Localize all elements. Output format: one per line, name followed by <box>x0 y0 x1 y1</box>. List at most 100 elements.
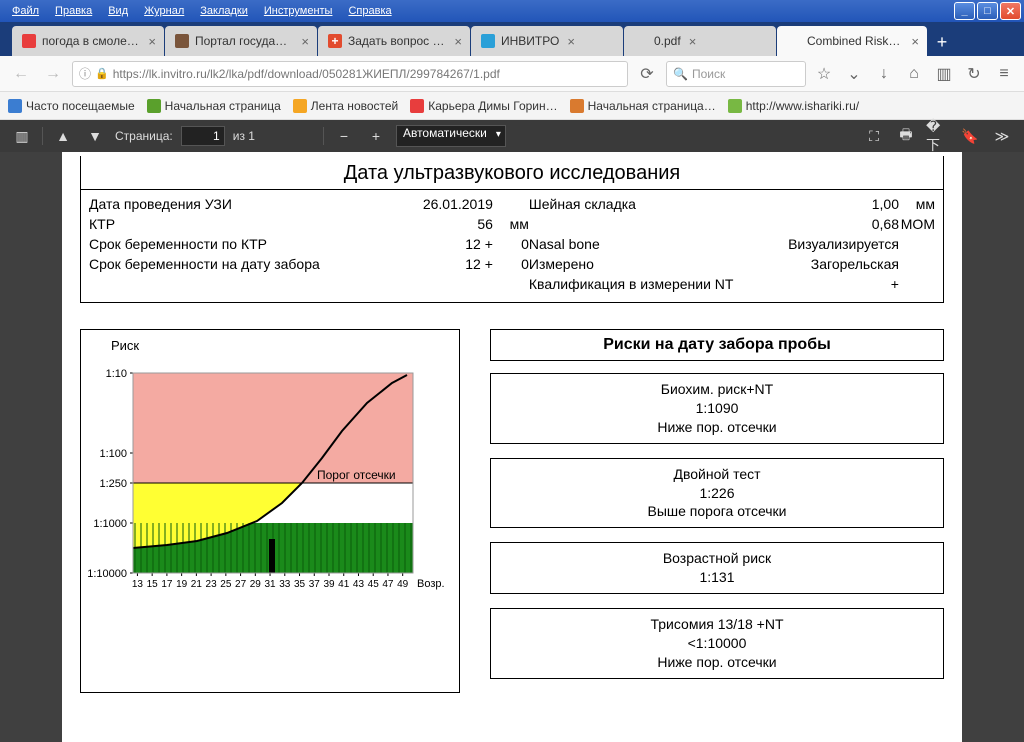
bookmark-label: Карьера Димы Горин… <box>428 99 557 113</box>
bookmark-item[interactable]: Карьера Димы Горин… <box>410 99 557 113</box>
pdf-bookmark-icon[interactable]: 🔖 <box>958 124 982 148</box>
pdf-zoom-out[interactable]: − <box>332 124 356 148</box>
bookmark-item[interactable]: Начальная страница… <box>570 99 716 113</box>
reload-button[interactable]: ⟳ <box>634 61 660 87</box>
menu-Файл[interactable]: Файл <box>6 3 45 19</box>
window-controls: _ □ ✕ <box>954 2 1024 20</box>
risk-name: Биохим. риск+NT <box>495 380 939 399</box>
menu-Закладки[interactable]: Закладки <box>194 3 254 19</box>
close-button[interactable]: ✕ <box>1000 2 1021 20</box>
menu-Правка[interactable]: Правка <box>49 3 98 19</box>
menu-icon[interactable]: ≡ <box>992 62 1016 86</box>
tab-close-icon[interactable]: × <box>689 34 697 49</box>
downloads-icon[interactable]: ↓ <box>872 62 896 86</box>
pdf-page-input[interactable] <box>181 126 225 146</box>
data-label: Измерено <box>529 256 811 272</box>
svg-text:Порог отсечки: Порог отсечки <box>317 468 396 482</box>
svg-text:1:10000: 1:10000 <box>87 568 127 580</box>
ultrasound-data-table: Дата проведения УЗИ26.01.2019Шейная скла… <box>80 190 944 303</box>
svg-text:27: 27 <box>235 579 247 590</box>
bookmark-label: Часто посещаемые <box>26 99 135 113</box>
plus-icon: + <box>328 34 342 48</box>
home-icon[interactable]: ⌂ <box>902 62 926 86</box>
pdf-viewport[interactable]: Дата ультразвукового исследования Дата п… <box>0 152 1024 742</box>
tab-close-icon[interactable]: × <box>567 34 575 49</box>
risk-chart-container: Риск Порог отсечки1:101:1001:2501:10001:… <box>80 329 460 693</box>
tab-label: Задать вопрос вр… <box>348 34 446 48</box>
search-icon: 🔍 <box>673 67 688 81</box>
tab-1[interactable]: Портал государст…× <box>165 26 317 56</box>
data-value: 0,68 <box>819 216 899 232</box>
tab-5[interactable]: Combined Risk - 1.pdf× <box>777 26 927 56</box>
tab-close-icon[interactable]: × <box>454 34 462 49</box>
data-unit: мм <box>899 196 935 212</box>
minimize-button[interactable]: _ <box>954 2 975 20</box>
tab-4[interactable]: 0.pdf× <box>624 26 776 56</box>
pdf-download-icon[interactable]: �下 <box>926 124 950 148</box>
bookmark-item[interactable]: Начальная страница <box>147 99 281 113</box>
search-input[interactable]: 🔍 Поиск <box>666 61 806 87</box>
back-button[interactable]: ← <box>8 61 34 87</box>
pdf-print-icon[interactable]: 🖶 <box>894 124 918 148</box>
risk-value: 1:1090 <box>495 399 939 418</box>
new-tab-button[interactable]: + <box>928 28 956 56</box>
tab-0[interactable]: погода в смоленс…× <box>12 26 164 56</box>
bookmark-item[interactable]: Часто посещаемые <box>8 99 135 113</box>
menu-Справка[interactable]: Справка <box>342 3 397 19</box>
pdf-page-down[interactable]: ▼ <box>83 124 107 148</box>
bookmark-label: http://www.ishariki.ru/ <box>746 99 859 113</box>
menu-Вид[interactable]: Вид <box>102 3 134 19</box>
pdf-zoom-select[interactable]: Автоматически ▾ <box>396 125 506 147</box>
risks-panel: Риски на дату забора пробы Биохим. риск+… <box>490 329 944 693</box>
pdf-zoom-in[interactable]: + <box>364 124 388 148</box>
pdf-presentation-icon[interactable]: ⛶ <box>862 124 886 148</box>
bookmark-star-icon[interactable]: ☆ <box>812 62 836 86</box>
data-unit: мм <box>493 216 529 232</box>
data-label: КТР <box>89 216 433 232</box>
tab-2[interactable]: + Задать вопрос вр… × <box>318 26 470 56</box>
svg-text:1:1000: 1:1000 <box>93 518 127 530</box>
pdf-sidebar-toggle[interactable]: ▥ <box>10 124 34 148</box>
sync-icon[interactable]: ↻ <box>962 62 986 86</box>
svg-text:31: 31 <box>264 579 276 590</box>
bookmark-item[interactable]: http://www.ishariki.ru/ <box>728 99 859 113</box>
bookmark-favicon <box>147 99 161 113</box>
sidebar-icon[interactable]: ▥ <box>932 62 956 86</box>
data-unit <box>493 196 529 212</box>
data-value: 12 + <box>433 256 493 272</box>
pocket-icon[interactable]: ⌄ <box>842 62 866 86</box>
tab-favicon <box>22 34 36 48</box>
pdf-tools-icon[interactable]: ≫ <box>990 124 1014 148</box>
document-title: Дата ультразвукового исследования <box>80 156 944 190</box>
tab-3[interactable]: ИНВИТРО× <box>471 26 623 56</box>
menu-Инструменты[interactable]: Инструменты <box>258 3 339 19</box>
svg-text:19: 19 <box>176 579 188 590</box>
tab-close-icon[interactable]: × <box>301 34 309 49</box>
bookmark-favicon <box>570 99 584 113</box>
pdf-page-total: из 1 <box>233 129 255 143</box>
bookmark-item[interactable]: Лента новостей <box>293 99 399 113</box>
tab-close-icon[interactable]: × <box>148 34 156 49</box>
risk-name: Двойной тест <box>495 465 939 484</box>
svg-text:49: 49 <box>397 579 409 590</box>
data-unit: 0 <box>493 236 529 252</box>
menu-Журнал[interactable]: Журнал <box>138 3 190 19</box>
bookmarks-bar: Часто посещаемые Начальная страница Лента … <box>0 92 1024 120</box>
data-unit <box>899 276 935 292</box>
tab-close-icon[interactable]: × <box>911 34 919 49</box>
svg-text:21: 21 <box>191 579 203 590</box>
data-unit: 0 <box>493 256 529 272</box>
svg-text:17: 17 <box>161 579 173 590</box>
forward-button[interactable]: → <box>40 61 66 87</box>
bookmark-label: Начальная страница <box>165 99 281 113</box>
data-label: Nasal bone <box>529 236 788 252</box>
svg-text:37: 37 <box>309 579 321 590</box>
maximize-button[interactable]: □ <box>977 2 998 20</box>
data-value: 1,00 <box>819 196 899 212</box>
pdf-page-up[interactable]: ▲ <box>51 124 75 148</box>
bookmark-favicon <box>410 99 424 113</box>
risk-note: Выше порога отсечки <box>495 502 939 521</box>
data-label: Шейная складка <box>529 196 819 212</box>
url-input[interactable]: ⓘ 🔒 https://lk.invitro.ru/lk2/lka/pdf/do… <box>72 61 628 87</box>
svg-text:45: 45 <box>368 579 380 590</box>
